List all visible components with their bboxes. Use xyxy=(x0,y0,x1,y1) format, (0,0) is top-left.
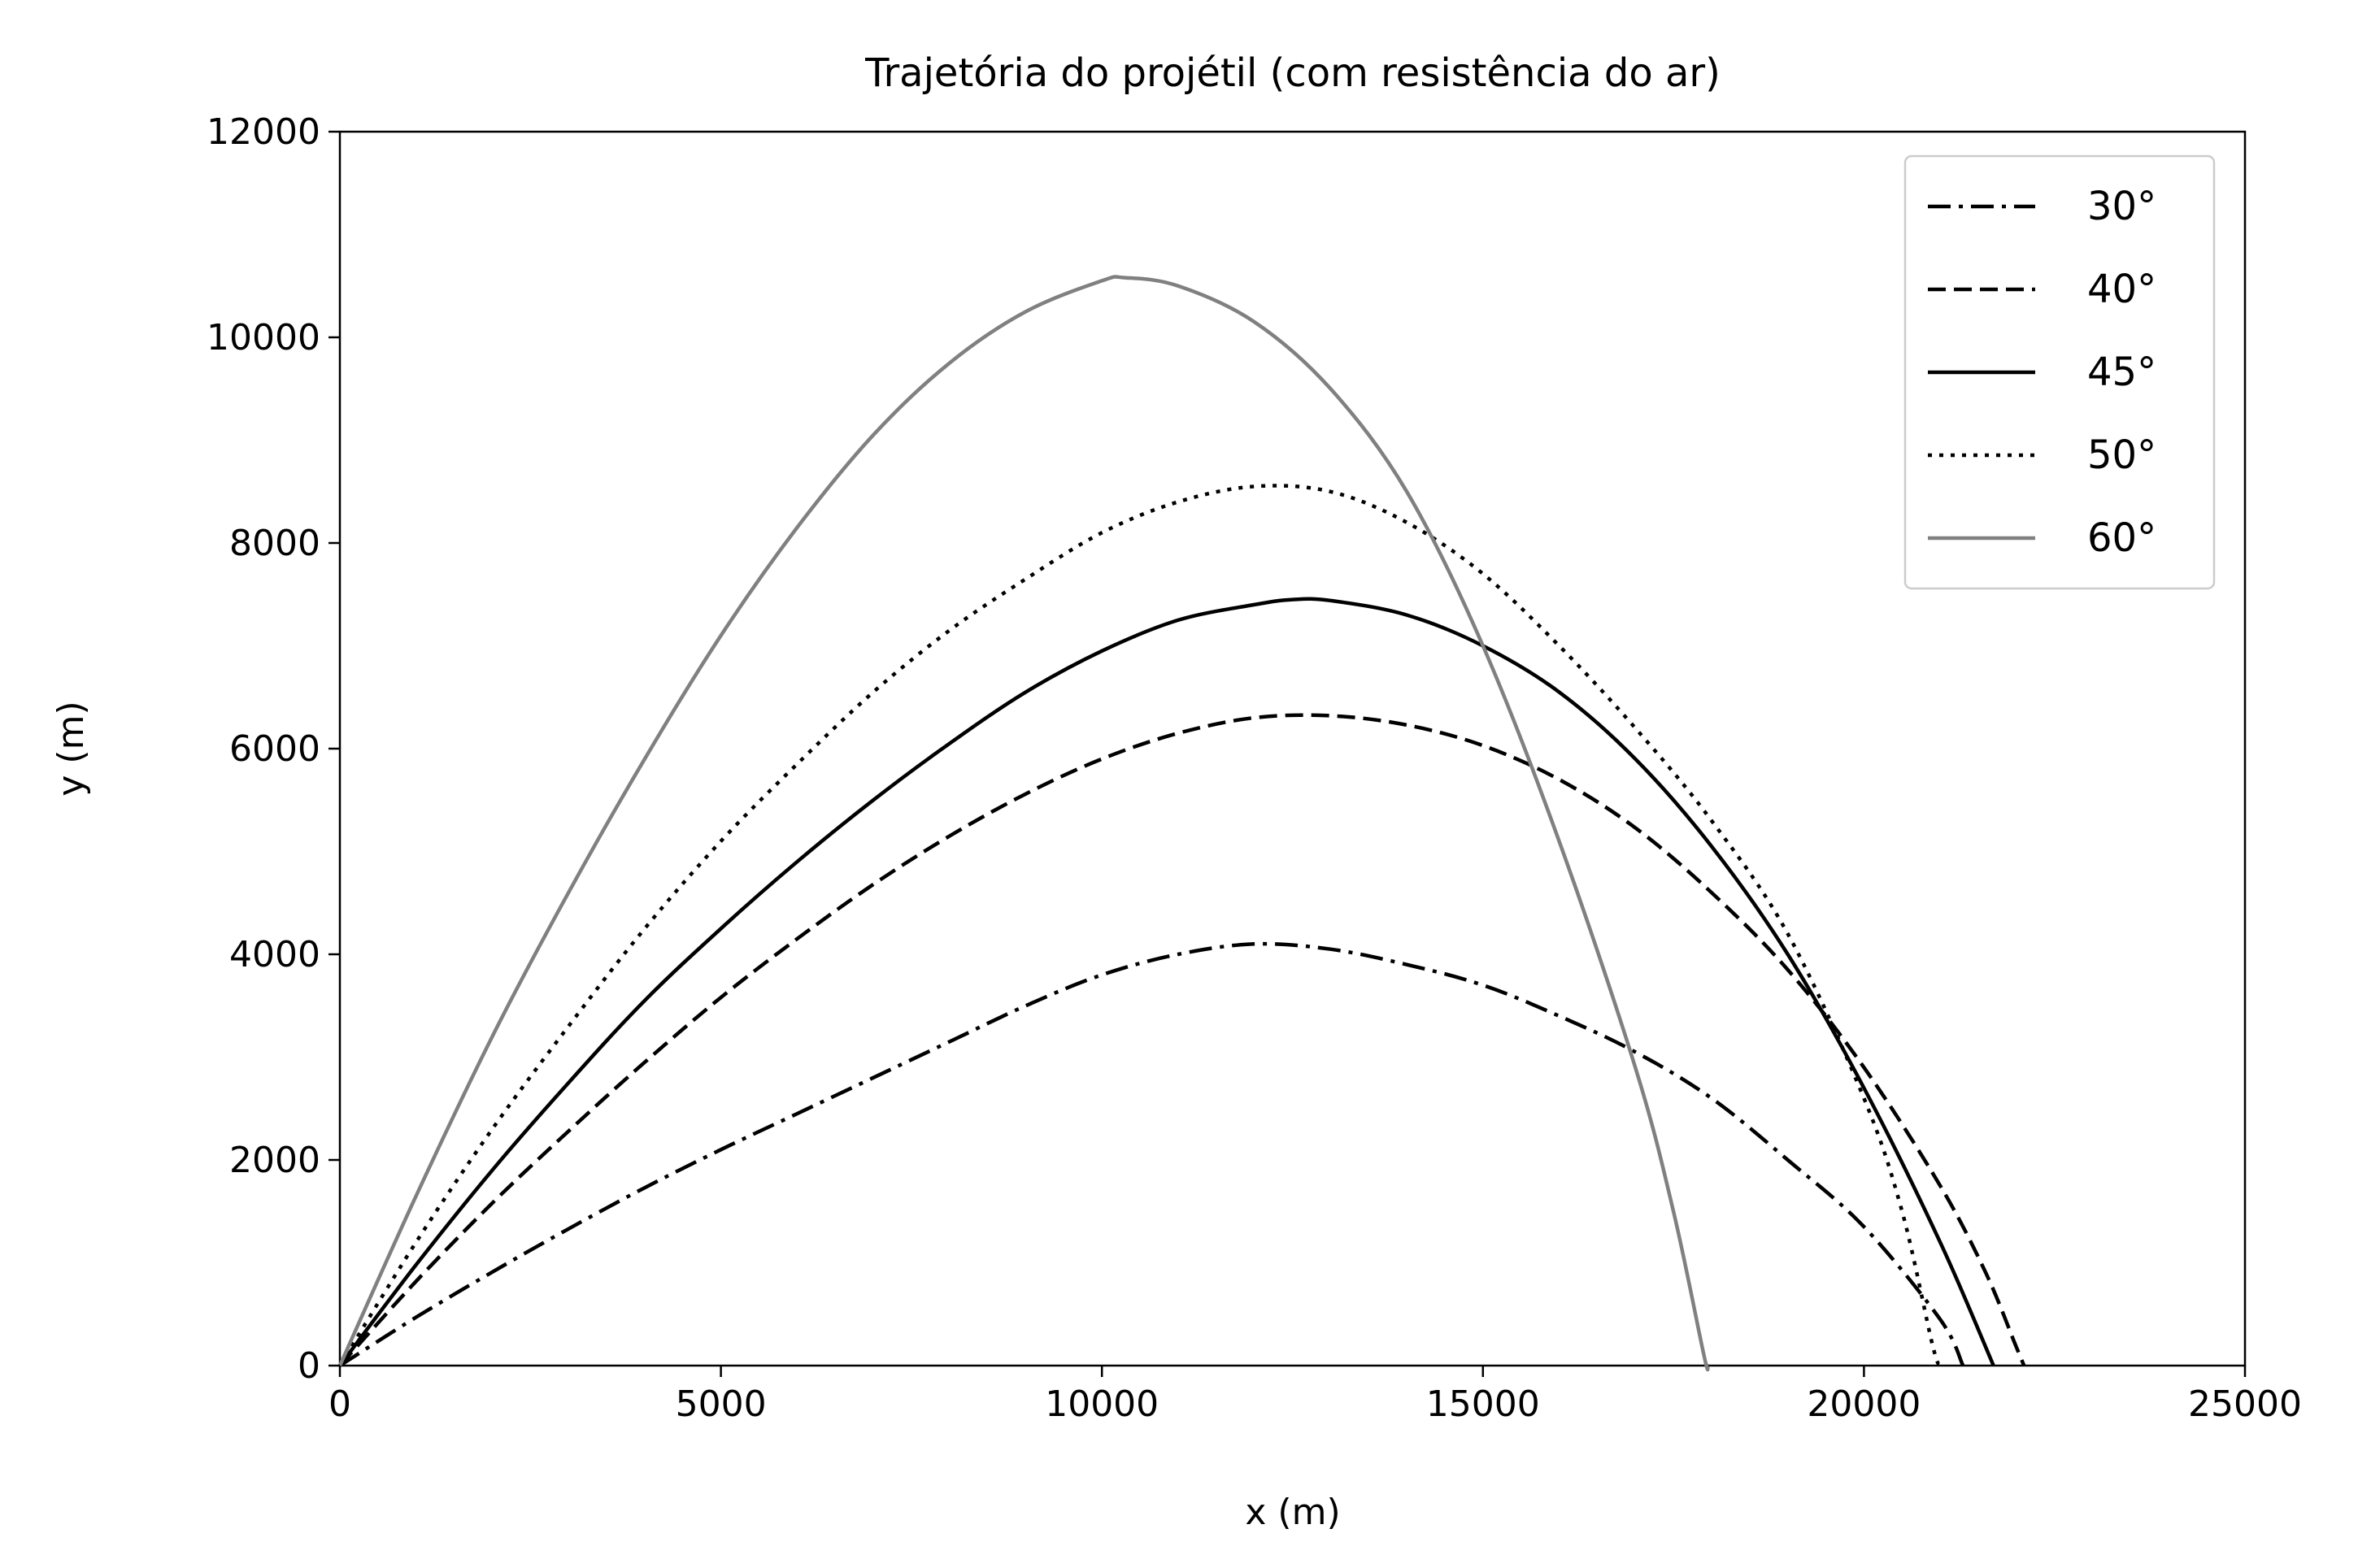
y-tick-label: 2000 xyxy=(229,1140,320,1181)
series-line-3 xyxy=(338,484,1943,1367)
legend-label: 50° xyxy=(2087,432,2156,478)
y-tick-label: 10000 xyxy=(207,317,320,358)
legend-label: 40° xyxy=(2087,267,2156,312)
series-line-1 xyxy=(338,713,2026,1367)
series-line-4 xyxy=(337,275,1710,1371)
y-tick-label: 8000 xyxy=(229,523,320,564)
x-tick-label: 20000 xyxy=(1807,1383,1921,1425)
legend-label: 60° xyxy=(2087,515,2156,561)
x-tick-label: 5000 xyxy=(676,1383,767,1425)
y-axis-ticks: 0 2000 4000 6000 8000 10000 12000 xyxy=(207,111,340,1387)
x-axis-label: x (m) xyxy=(1245,1492,1340,1533)
legend-label: 45° xyxy=(2087,350,2156,395)
y-tick-label: 6000 xyxy=(229,728,320,770)
y-tick-label: 12000 xyxy=(207,111,320,153)
y-axis-label: y (m) xyxy=(50,701,92,796)
chart-title: Trajetória do projétil (com resistência … xyxy=(864,50,1721,96)
legend-box xyxy=(1903,154,2216,590)
series-layer xyxy=(337,275,2026,1371)
x-axis-ticks: 0 5000 10000 15000 20000 25000 xyxy=(328,1366,2302,1425)
x-tick-label: 25000 xyxy=(2188,1383,2302,1425)
legend-label: 30° xyxy=(2087,184,2156,229)
x-tick-label: 10000 xyxy=(1045,1383,1159,1425)
legend: 30° 40° 45° 50° 60° xyxy=(1903,154,2216,590)
x-tick-label: 15000 xyxy=(1426,1383,1540,1425)
series-line-0 xyxy=(338,941,1965,1367)
y-tick-label: 4000 xyxy=(229,934,320,975)
series-line-2 xyxy=(338,597,1995,1367)
y-tick-label: 0 xyxy=(298,1345,320,1387)
x-tick-label: 0 xyxy=(328,1383,351,1425)
